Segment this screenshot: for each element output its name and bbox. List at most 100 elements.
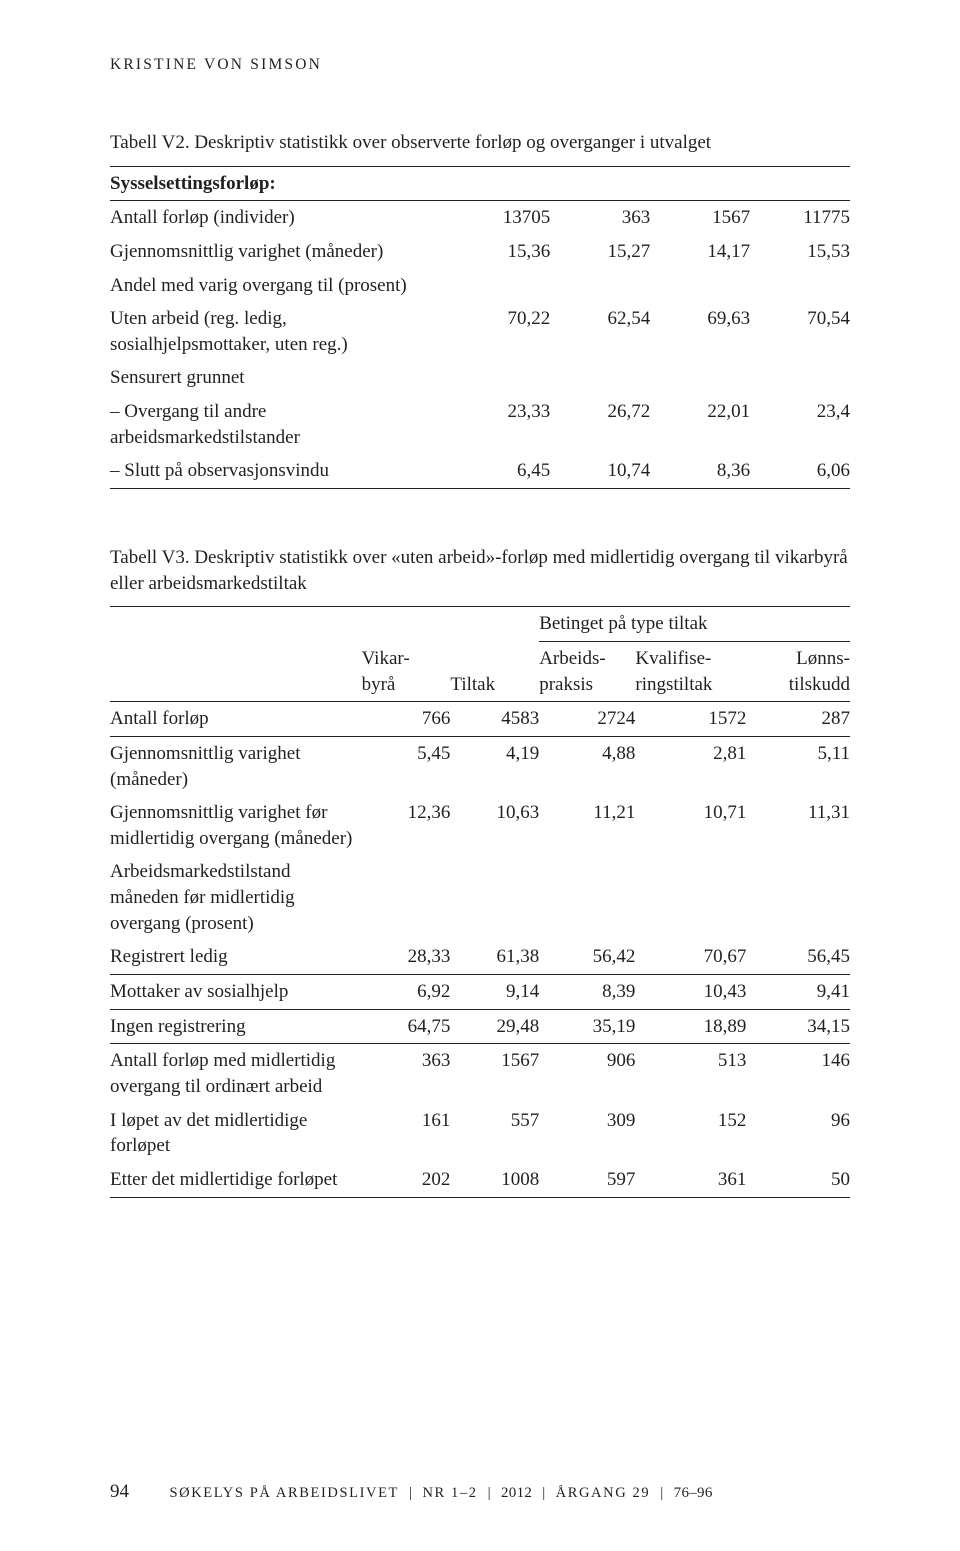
table-row-label: – Overgang til andre arbeidsmarkedstilst… bbox=[110, 395, 450, 454]
table-cell bbox=[635, 855, 746, 940]
t3-col-0: Vikar-byrå bbox=[362, 641, 451, 701]
table-cell: 11,31 bbox=[746, 796, 850, 855]
table-cell: 152 bbox=[635, 1104, 746, 1163]
t3-col-2: Arbeids-praksis bbox=[539, 641, 635, 701]
table-cell: 906 bbox=[539, 1044, 635, 1104]
table-cell: 62,54 bbox=[550, 302, 650, 361]
table-cell: 70,22 bbox=[450, 302, 550, 361]
table-row-label: Uten arbeid (reg. ledig, sosialhjelpsmot… bbox=[110, 302, 450, 361]
table-row-label: – Slutt på observasjonsvindu bbox=[110, 454, 450, 488]
table-cell bbox=[750, 269, 850, 303]
table-row-label: Etter det midlertidige forløpet bbox=[110, 1163, 362, 1197]
table-row-label: I løpet av det midlertidige forløpet bbox=[110, 1104, 362, 1163]
table-cell: 4,19 bbox=[450, 736, 539, 796]
table-cell: 6,92 bbox=[362, 975, 451, 1010]
table-cell: 4583 bbox=[450, 702, 539, 737]
table-cell: 13705 bbox=[450, 201, 550, 235]
table-cell: 6,45 bbox=[450, 454, 550, 488]
table-row-label: Registrert ledig bbox=[110, 940, 362, 974]
table-cell bbox=[750, 361, 850, 395]
t3-col-4: Lønns-tilskudd bbox=[746, 641, 850, 701]
table-cell: 35,19 bbox=[539, 1009, 635, 1044]
table-cell: 1008 bbox=[450, 1163, 539, 1197]
t3-col-3: Kvalifise-ringstiltak bbox=[635, 641, 746, 701]
table-cell: 18,89 bbox=[635, 1009, 746, 1044]
table-cell: 34,15 bbox=[746, 1009, 850, 1044]
table-cell: 363 bbox=[550, 201, 650, 235]
table-cell: 8,36 bbox=[650, 454, 750, 488]
table-row-label: Mottaker av sosialhjelp bbox=[110, 975, 362, 1010]
table-cell: 557 bbox=[450, 1104, 539, 1163]
table-cell: 597 bbox=[539, 1163, 635, 1197]
table-cell: 202 bbox=[362, 1163, 451, 1197]
table-cell bbox=[650, 361, 750, 395]
table-row-label: Antall forløp med midlertidig overgang t… bbox=[110, 1044, 362, 1104]
table-row-label: Gjennomsnittlig varighet før midlertidig… bbox=[110, 796, 362, 855]
table-cell: 23,4 bbox=[750, 395, 850, 454]
table-cell: 28,33 bbox=[362, 940, 451, 974]
table-cell: 22,01 bbox=[650, 395, 750, 454]
table-cell: 1567 bbox=[450, 1044, 539, 1104]
table-v2-title: Tabell V2. Deskriptiv statistikk over ob… bbox=[110, 130, 850, 156]
table-cell: 61,38 bbox=[450, 940, 539, 974]
footer-issue: Nr 1–2 bbox=[422, 1485, 477, 1501]
table-cell: 11,21 bbox=[539, 796, 635, 855]
table-cell: 5,45 bbox=[362, 736, 451, 796]
table-cell: 64,75 bbox=[362, 1009, 451, 1044]
table-cell: 10,63 bbox=[450, 796, 539, 855]
table-cell: 15,36 bbox=[450, 235, 550, 269]
table-cell: 29,48 bbox=[450, 1009, 539, 1044]
table-cell: 9,41 bbox=[746, 975, 850, 1010]
table-row-label: Arbeidsmarkedstilstand måneden før midle… bbox=[110, 855, 362, 940]
table-cell: 12,36 bbox=[362, 796, 451, 855]
table-cell: 361 bbox=[635, 1163, 746, 1197]
table-cell bbox=[362, 855, 451, 940]
table-cell bbox=[550, 269, 650, 303]
table-cell: 56,42 bbox=[539, 940, 635, 974]
table-cell: 309 bbox=[539, 1104, 635, 1163]
table-cell bbox=[450, 855, 539, 940]
table-cell bbox=[650, 269, 750, 303]
table-row-label: Andel med varig overgang til (prosent) bbox=[110, 269, 450, 303]
table-row-label: Ingen registrering bbox=[110, 1009, 362, 1044]
table-cell: 56,45 bbox=[746, 940, 850, 974]
table-row-label: Antall forløp (individer) bbox=[110, 201, 450, 235]
table-cell: 15,53 bbox=[750, 235, 850, 269]
table-row-label: Antall forløp bbox=[110, 702, 362, 737]
table-cell: 14,17 bbox=[650, 235, 750, 269]
table-v3: Betinget på type tiltak Vikar-byrå Tilta… bbox=[110, 606, 850, 1197]
table-cell: 15,27 bbox=[550, 235, 650, 269]
table-cell: 11775 bbox=[750, 201, 850, 235]
table-cell: 5,11 bbox=[746, 736, 850, 796]
table-cell: 2,81 bbox=[635, 736, 746, 796]
page-number: 94 bbox=[110, 1481, 129, 1502]
table-cell: 9,14 bbox=[450, 975, 539, 1010]
footer-year: 2012 bbox=[501, 1485, 532, 1501]
table-cell bbox=[746, 855, 850, 940]
table-cell: 8,39 bbox=[539, 975, 635, 1010]
table-v3-title: Tabell V3. Deskriptiv statistikk over «u… bbox=[110, 545, 850, 596]
table-cell: 96 bbox=[746, 1104, 850, 1163]
table-cell bbox=[450, 269, 550, 303]
table-cell: 70,54 bbox=[750, 302, 850, 361]
table-cell: 10,74 bbox=[550, 454, 650, 488]
table-cell: 161 bbox=[362, 1104, 451, 1163]
table-v2: Sysselsettingsforløp: Antall forløp (ind… bbox=[110, 166, 850, 489]
table-cell bbox=[450, 361, 550, 395]
t3-col-1: Tiltak bbox=[450, 641, 539, 701]
table-row-label: Gjennomsnittlig varighet (måneder) bbox=[110, 235, 450, 269]
table-cell: 513 bbox=[635, 1044, 746, 1104]
running-head: KRISTINE VON SIMSON bbox=[110, 56, 850, 74]
table-cell: 6,06 bbox=[750, 454, 850, 488]
footer-pages: 76–96 bbox=[674, 1485, 713, 1501]
table-cell: 70,67 bbox=[635, 940, 746, 974]
table-cell bbox=[539, 855, 635, 940]
t3-spanner: Betinget på type tiltak bbox=[539, 607, 850, 642]
table-cell: 10,43 bbox=[635, 975, 746, 1010]
footer-journal: Søkelys på arbeidslivet bbox=[170, 1485, 400, 1501]
page-footer: 94 Søkelys på arbeidslivet | Nr 1–2 | 20… bbox=[110, 1481, 850, 1503]
table-cell: 1567 bbox=[650, 201, 750, 235]
table-cell: 4,88 bbox=[539, 736, 635, 796]
table-cell: 146 bbox=[746, 1044, 850, 1104]
footer-volume: Årgang 29 bbox=[556, 1485, 651, 1501]
